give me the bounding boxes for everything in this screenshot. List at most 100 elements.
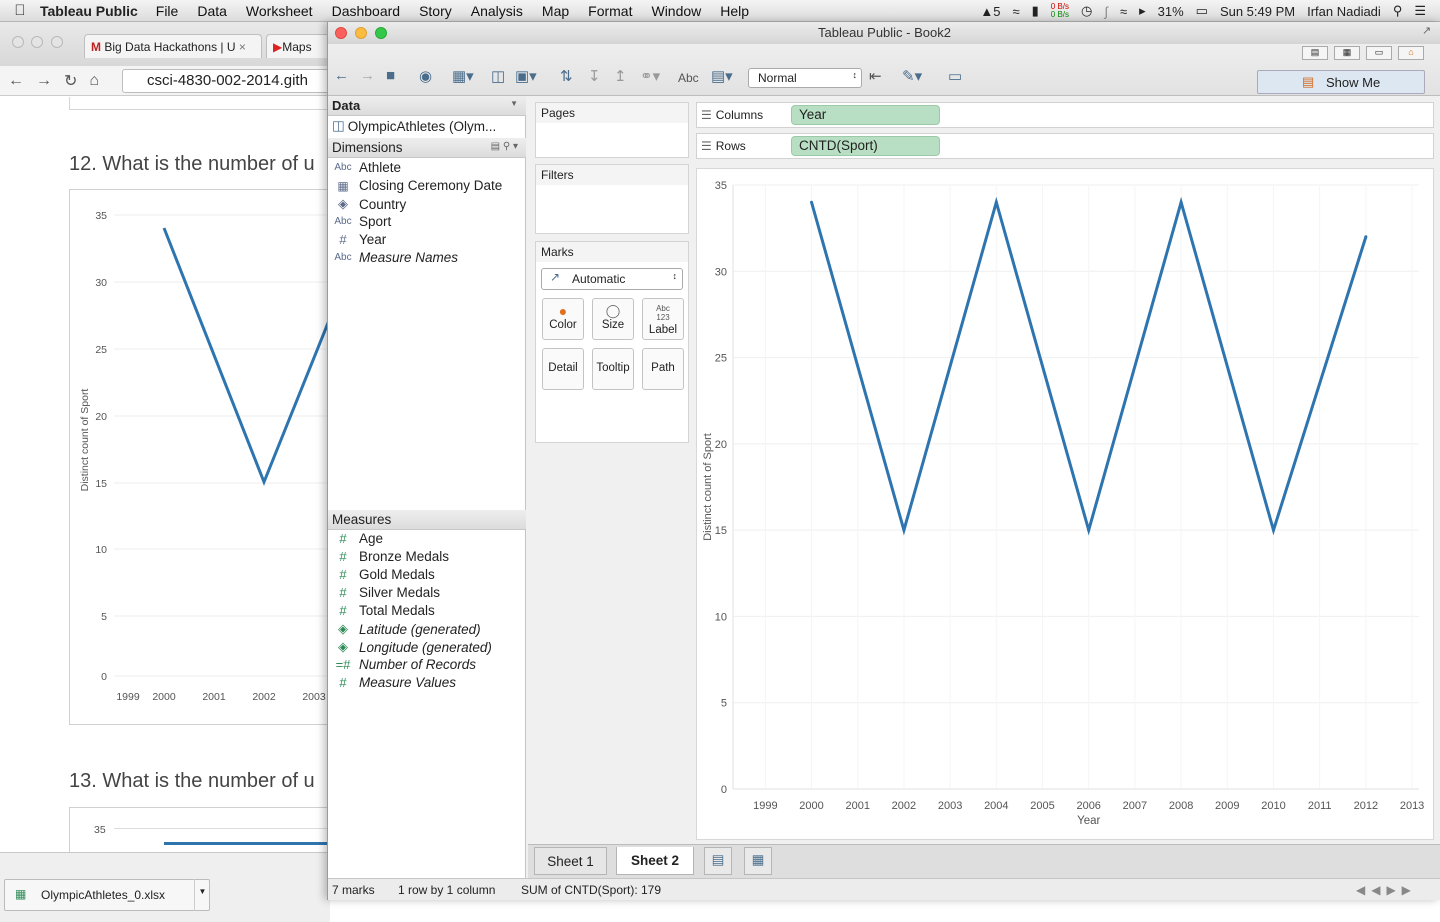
- field-measure-names[interactable]: Abc Measure Names: [332, 250, 458, 265]
- presentation-mode-icon[interactable]: ▭: [948, 68, 963, 85]
- field-age[interactable]: # Age: [332, 531, 383, 546]
- time-machine-icon[interactable]: ◷: [1081, 3, 1093, 18]
- highlight-icon[interactable]: ✎▾: [902, 68, 923, 85]
- redo-icon[interactable]: →: [360, 67, 375, 84]
- browser-close-button[interactable]: [12, 36, 24, 48]
- tab-sheet-1[interactable]: Sheet 1: [534, 847, 607, 875]
- start-page-icon[interactable]: ⌂: [1398, 46, 1424, 60]
- reload-icon[interactable]: ↻: [64, 72, 78, 90]
- field-athlete[interactable]: Abc Athlete: [332, 160, 401, 175]
- dimensions-tools-icon[interactable]: ▤ ⚲ ▾: [490, 141, 518, 152]
- rows-pill-cntd-sport[interactable]: CNTD(Sport): [791, 136, 940, 156]
- bluetooth-icon[interactable]: ∫: [1104, 3, 1108, 19]
- tab-close-icon[interactable]: ×: [238, 40, 246, 54]
- window-minimize-button[interactable]: [355, 27, 367, 39]
- browser-tab-maps[interactable]: ▶Maps: [266, 34, 336, 58]
- columns-shelf[interactable]: ☰ Columns Year: [696, 102, 1434, 128]
- line-chart[interactable]: 0 5 10 15 20 25 30 35 1999 2000 2001 2002 2003 2004 20…: [697, 169, 1435, 841]
- back-icon[interactable]: ←: [8, 71, 24, 89]
- rows-shelf[interactable]: ☰ Rows CNTD(Sport): [696, 133, 1434, 159]
- datasource-item[interactable]: ◫ OlympicAthletes (Olym...: [332, 118, 497, 134]
- show-mark-labels-icon[interactable]: Abc: [678, 71, 699, 85]
- field-measure-values[interactable]: # Measure Values: [332, 675, 456, 690]
- view-toggle-1-icon[interactable]: ▤: [1302, 46, 1328, 60]
- wifi-icon[interactable]: ≈: [1119, 3, 1128, 19]
- browser-tab-hackathons[interactable]: M Big Data Hackathons | U ×: [84, 34, 262, 58]
- menu-format[interactable]: Format: [588, 2, 633, 19]
- swap-icon[interactable]: ⇅: [560, 68, 573, 85]
- data-pane-menu-icon[interactable]: ▼: [510, 99, 518, 108]
- sync-icon[interactable]: ≈: [1012, 3, 1020, 19]
- view-toggle-3-icon[interactable]: ▭: [1366, 46, 1392, 60]
- tooltip-button[interactable]: Tooltip: [592, 348, 634, 390]
- field-number-of-records[interactable]: =# Number of Records: [332, 657, 476, 672]
- color-button[interactable]: ● Color: [542, 298, 584, 340]
- tab-sheet-2[interactable]: Sheet 2: [616, 847, 694, 875]
- menu-analysis[interactable]: Analysis: [470, 2, 523, 19]
- undo-icon[interactable]: ←: [334, 67, 349, 84]
- path-button[interactable]: Path: [642, 348, 684, 390]
- adobe-icon[interactable]: ▲5: [980, 3, 1001, 19]
- sort-ascending-icon[interactable]: ↧: [588, 68, 601, 85]
- menu-map[interactable]: Map: [541, 2, 570, 19]
- label-button[interactable]: Abc 123 Label: [642, 298, 684, 340]
- notification-center-icon[interactable]: ☰: [1414, 3, 1426, 18]
- size-button[interactable]: ◯ Size: [592, 298, 634, 340]
- view-toggle-2-icon[interactable]: ▦: [1334, 46, 1360, 60]
- user-menu[interactable]: Irfan Nadiadi: [1307, 3, 1381, 19]
- forward-icon[interactable]: →: [36, 71, 52, 89]
- field-bronze-medals[interactable]: # Bronze Medals: [332, 549, 449, 564]
- fix-axes-icon[interactable]: ⇤: [869, 68, 882, 85]
- pages-card[interactable]: Pages: [535, 102, 689, 158]
- clipboard-icon[interactable]: ▮: [1031, 3, 1039, 18]
- detail-button[interactable]: Detail: [542, 348, 584, 390]
- save-icon[interactable]: ■: [386, 67, 396, 84]
- menu-data[interactable]: Data: [197, 2, 227, 19]
- group-icon[interactable]: ⚭▾: [640, 68, 661, 85]
- viz-area[interactable]: 0 5 10 15 20 25 30 35 1999 2000 2001 2002 2003 2004 20…: [696, 168, 1434, 840]
- menu-window[interactable]: Window: [651, 2, 702, 19]
- fit-select[interactable]: Normal ↕: [748, 68, 862, 88]
- mark-type-select[interactable]: ↗ Automatic ↕: [541, 268, 683, 290]
- new-worksheet-tab-icon[interactable]: ▤: [704, 847, 732, 875]
- field-latitude-generated[interactable]: ◈ Latitude (generated): [332, 621, 481, 637]
- show-me-button[interactable]: ▤ Show Me: [1257, 70, 1425, 94]
- spotlight-icon[interactable]: ⚲: [1392, 3, 1403, 18]
- window-zoom-button[interactable]: [375, 27, 387, 39]
- sort-descending-icon[interactable]: ↥: [614, 68, 627, 85]
- browser-minimize-button[interactable]: [31, 36, 43, 48]
- download-menu-chevron-icon[interactable]: ▼: [194, 879, 210, 911]
- home-icon[interactable]: ⌂: [89, 71, 100, 89]
- datasource-icon[interactable]: ◉: [419, 68, 433, 85]
- volume-icon[interactable]: ▸: [1139, 3, 1146, 18]
- new-dashboard-tab-icon[interactable]: ▦: [744, 847, 772, 875]
- menu-worksheet[interactable]: Worksheet: [245, 2, 313, 19]
- field-silver-medals[interactable]: # Silver Medals: [332, 585, 440, 600]
- field-gold-medals[interactable]: # Gold Medals: [332, 567, 434, 582]
- apple-menu-icon[interactable]: : [0, 2, 40, 19]
- sheet-navigation-icon[interactable]: ◀◀▶▶: [1356, 883, 1417, 897]
- download-item[interactable]: ▦ OlympicAthletes_0.xlsx ▼: [4, 879, 210, 911]
- field-total-medals[interactable]: # Total Medals: [332, 603, 434, 618]
- window-close-button[interactable]: [335, 27, 347, 39]
- menu-help[interactable]: Help: [720, 2, 750, 19]
- menu-dashboard[interactable]: Dashboard: [331, 2, 401, 19]
- address-bar[interactable]: csci-4830-002-2014.gith: [122, 69, 352, 93]
- field-country[interactable]: ◈ Country: [332, 196, 406, 212]
- network-meter[interactable]: 0 B/s 0 B/s: [1050, 2, 1070, 19]
- field-longitude-generated[interactable]: ◈ Longitude (generated): [332, 639, 492, 655]
- menu-story[interactable]: Story: [419, 2, 452, 19]
- field-sport[interactable]: Abc Sport: [332, 214, 391, 229]
- new-worksheet-icon[interactable]: ▦▾: [452, 68, 474, 85]
- app-menu[interactable]: Tableau Public: [40, 2, 138, 19]
- battery-icon[interactable]: ▭: [1195, 3, 1208, 18]
- field-year[interactable]: # Year: [332, 232, 386, 247]
- columns-pill-year[interactable]: Year: [791, 105, 940, 125]
- chart-type-icon[interactable]: ▤▾: [711, 68, 733, 85]
- menu-file[interactable]: File: [155, 2, 179, 19]
- battery-percent[interactable]: 31%: [1157, 3, 1184, 19]
- filters-card[interactable]: Filters: [535, 164, 689, 234]
- duplicate-sheet-icon[interactable]: ◫: [491, 68, 506, 85]
- clock[interactable]: Sun 5:49 PM: [1219, 3, 1296, 19]
- clear-sheet-icon[interactable]: ▣▾: [515, 68, 537, 85]
